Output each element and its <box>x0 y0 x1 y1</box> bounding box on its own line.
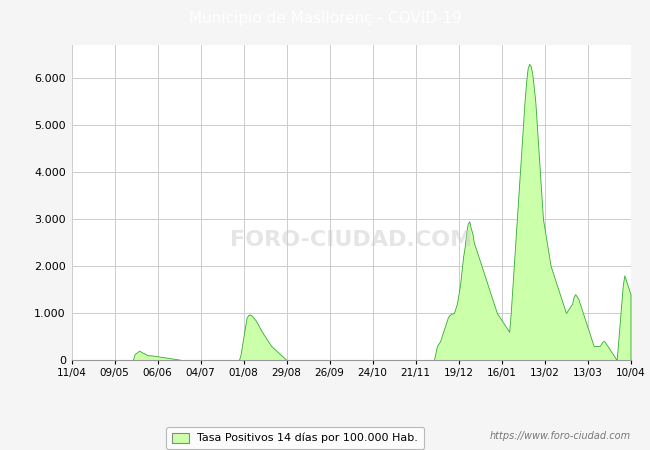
Text: FORO-CIUDAD.COM: FORO-CIUDAD.COM <box>230 230 472 250</box>
Text: Municipio de Masllorenç - COVID-19: Municipio de Masllorenç - COVID-19 <box>188 11 462 26</box>
Legend: Tasa Positivos 14 días por 100.000 Hab.: Tasa Positivos 14 días por 100.000 Hab. <box>166 427 424 449</box>
Text: https://www.foro-ciudad.com: https://www.foro-ciudad.com <box>489 431 630 441</box>
